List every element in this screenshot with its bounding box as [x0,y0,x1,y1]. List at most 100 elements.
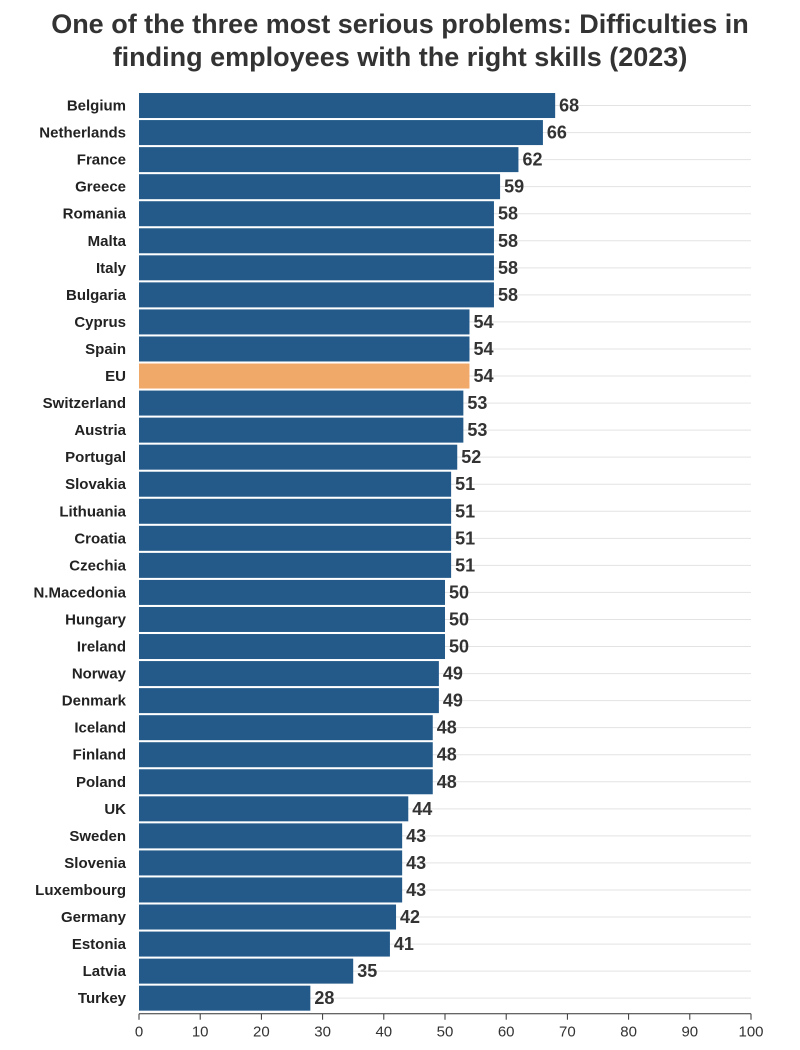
value-label: 42 [400,907,420,927]
bar [139,661,439,687]
value-label: 35 [357,961,377,981]
value-label: 52 [461,447,481,467]
category-label: Norway [72,666,127,683]
value-label: 54 [473,366,493,386]
value-label: 43 [406,853,426,873]
x-tick-label: 0 [135,1024,143,1041]
value-label: 54 [473,339,493,359]
value-label: 66 [547,123,567,143]
bar [139,958,354,984]
chart-title-line-1: One of the three most serious problems: … [51,9,749,39]
category-label: EU [105,368,126,385]
category-label: Latvia [83,963,127,980]
x-tick-label: 50 [437,1024,454,1041]
x-tick-label: 30 [314,1024,331,1041]
category-label: Sweden [69,828,126,845]
value-label: 58 [498,285,518,305]
category-label: Denmark [62,693,127,710]
value-label: 48 [437,745,457,765]
category-label: Iceland [74,720,126,737]
category-label: Germany [61,909,127,926]
value-label: 58 [498,204,518,224]
bar [139,742,433,768]
bar [139,985,311,1011]
category-label: Bulgaria [66,287,127,304]
value-label: 54 [473,312,493,332]
category-label: Lithuania [59,503,126,520]
bar [139,525,452,551]
category-label: Greece [75,179,126,196]
bar [139,201,494,227]
category-label: Ireland [77,639,126,656]
category-label: Austria [74,422,126,439]
value-label: 51 [455,528,475,548]
chart-title-line-2: finding employees with the right skills … [112,42,688,72]
value-label: 28 [314,988,334,1008]
category-label: Italy [96,260,127,277]
category-label: Belgium [67,98,126,115]
value-label: 41 [394,934,414,954]
category-label: Malta [88,233,127,250]
category-label: Luxembourg [35,882,126,899]
category-label: Poland [76,774,126,791]
bar [139,606,445,632]
x-tick-label: 60 [498,1024,515,1041]
value-label: 58 [498,258,518,278]
bar [139,282,494,308]
bar [139,93,556,119]
bar [139,417,464,443]
bar [139,444,458,470]
value-label: 58 [498,231,518,251]
category-label: Hungary [65,611,127,628]
bar [139,147,519,173]
value-label: 51 [455,555,475,575]
category-label: Switzerland [43,395,126,412]
category-label: Portugal [65,449,126,466]
category-label: Slovenia [64,855,126,872]
bar [139,823,403,849]
chart-title: One of the three most serious problems: … [0,8,800,74]
category-label: France [77,152,126,169]
category-label: Czechia [69,557,126,574]
bar [139,796,409,822]
category-label: Finland [73,747,126,764]
value-label: 44 [412,799,432,819]
bar [139,715,433,741]
bar [139,552,452,578]
value-label: 50 [449,637,469,657]
bar [139,120,543,146]
category-label: Netherlands [39,125,126,142]
category-label: Croatia [74,530,126,547]
value-label: 62 [522,150,542,170]
bar [139,904,397,930]
category-label: Cyprus [74,314,126,331]
bar [139,174,501,200]
x-tick-label: 80 [620,1024,637,1041]
value-label: 68 [559,96,579,116]
value-label: 53 [467,393,487,413]
category-label: Spain [85,341,126,358]
x-tick-label: 70 [559,1024,576,1041]
bar [139,255,494,281]
category-label: UK [104,801,126,818]
bar [139,850,403,876]
bar [139,390,464,416]
value-label: 49 [443,691,463,711]
bar [139,363,470,389]
bar [139,769,433,795]
x-tick-label: 90 [681,1024,698,1041]
value-label: 43 [406,826,426,846]
value-label: 48 [437,718,457,738]
x-tick-label: 100 [738,1024,763,1041]
bar [139,931,390,957]
x-tick-label: 40 [375,1024,392,1041]
value-label: 50 [449,582,469,602]
value-label: 50 [449,609,469,629]
bar [139,688,439,714]
category-label: N.Macedonia [33,584,126,601]
bar [139,309,470,335]
category-label: Romania [63,206,127,223]
value-label: 48 [437,772,457,792]
bar [139,634,445,660]
